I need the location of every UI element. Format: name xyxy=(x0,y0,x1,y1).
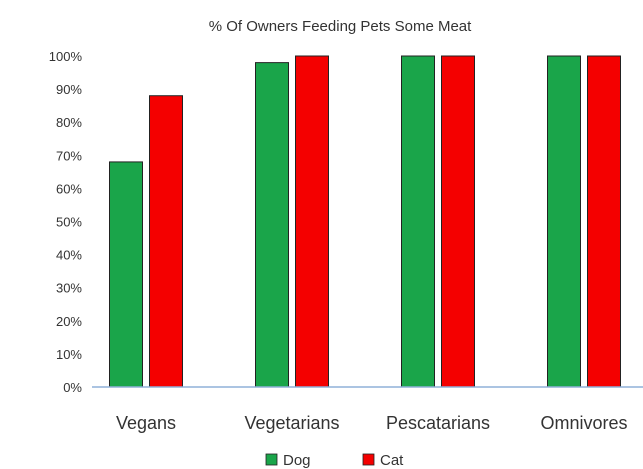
bar-cat-omnivores xyxy=(587,55,621,388)
y-tick-label: 20% xyxy=(56,314,82,329)
y-axis-ticks: 0% 10% 20% 30% 40% 50% 60% 70% 80% 90% 100% xyxy=(49,49,83,395)
x-tick-label: Vegans xyxy=(116,413,176,433)
y-tick-label: 100% xyxy=(49,49,83,64)
legend: Dog Cat xyxy=(265,452,404,469)
bar-dog-vegetarians xyxy=(255,62,289,388)
y-tick-label: 90% xyxy=(56,82,82,97)
y-tick-label: 40% xyxy=(56,248,82,263)
y-tick-label: 10% xyxy=(56,347,82,362)
y-tick-label: 80% xyxy=(56,115,82,130)
x-tick-label: Vegetarians xyxy=(244,413,339,433)
y-tick-label: 30% xyxy=(56,281,82,296)
y-tick-label: 60% xyxy=(56,181,82,196)
x-axis-ticks: Vegans Vegetarians Pescatarians Omnivores xyxy=(116,413,628,433)
legend-swatch-dog xyxy=(265,453,278,466)
legend-label: Dog xyxy=(283,452,311,469)
bar-dog-pescatarians xyxy=(401,55,435,388)
bar-dog-vegans xyxy=(109,161,143,388)
bars xyxy=(109,55,621,388)
bar-cat-vegetarians xyxy=(295,55,329,388)
legend-label: Cat xyxy=(380,452,404,469)
bar-cat-vegans xyxy=(149,95,183,388)
bar-cat-pescatarians xyxy=(441,55,475,388)
y-tick-label: 50% xyxy=(56,215,82,230)
x-tick-label: Omnivores xyxy=(540,413,627,433)
chart-title: % Of Owners Feeding Pets Some Meat xyxy=(209,18,472,35)
legend-swatch-cat xyxy=(362,453,375,466)
bar-dog-omnivores xyxy=(547,55,581,388)
y-tick-label: 0% xyxy=(63,380,82,395)
y-tick-label: 70% xyxy=(56,148,82,163)
x-tick-label: Pescatarians xyxy=(386,413,490,433)
